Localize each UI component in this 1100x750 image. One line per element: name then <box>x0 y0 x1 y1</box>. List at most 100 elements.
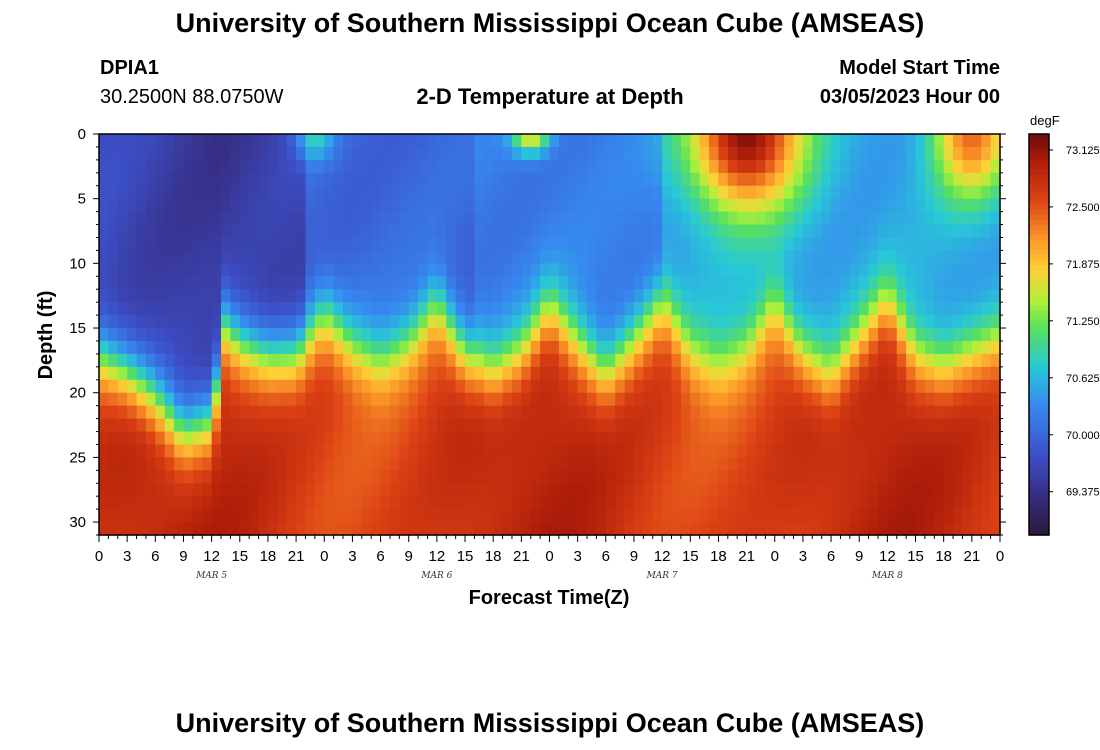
heatmap-cell <box>408 237 419 252</box>
heatmap-cell <box>221 134 231 148</box>
heatmap-cell <box>633 172 644 187</box>
heatmap-cell <box>324 263 335 277</box>
heatmap-cell <box>633 379 644 394</box>
heatmap-cell <box>624 405 635 420</box>
heatmap-cell <box>812 470 823 484</box>
heatmap-cell <box>633 405 644 420</box>
heatmap-cell <box>568 289 579 303</box>
heatmap-cell <box>812 172 823 187</box>
heatmap-cell <box>286 146 297 161</box>
heatmap-cell <box>192 366 203 381</box>
heatmap-cell <box>643 328 654 342</box>
heatmap-cell <box>108 250 119 264</box>
heatmap-cell <box>737 146 748 161</box>
heatmap-cell <box>502 522 513 536</box>
heatmap-cell <box>587 263 598 277</box>
heatmap-cell <box>502 224 513 239</box>
heatmap-cell <box>305 379 316 394</box>
heatmap-cell <box>831 405 842 420</box>
heatmap-cell <box>145 483 156 497</box>
heatmap-cell <box>877 444 888 458</box>
heatmap-cell <box>239 509 250 523</box>
heatmap-cell <box>286 172 297 187</box>
colorbar-tick-label: 72.500 <box>1066 202 1100 214</box>
heatmap-cell <box>643 405 654 420</box>
heatmap-cell <box>305 444 316 458</box>
heatmap-cell <box>446 379 457 394</box>
heatmap-cell <box>296 289 307 303</box>
heatmap-cell <box>840 302 851 316</box>
heatmap-cell <box>474 379 485 394</box>
heatmap-cell <box>343 392 354 407</box>
heatmap-cell <box>605 172 616 187</box>
heatmap-cell <box>117 250 128 264</box>
heatmap-cell <box>202 211 213 226</box>
heatmap-cell <box>361 237 372 252</box>
heatmap-cell <box>802 289 813 303</box>
heatmap-cell <box>117 224 128 239</box>
heatmap-cell <box>455 237 466 252</box>
colorbar-unit: degF <box>1030 113 1060 128</box>
heatmap-cell <box>953 366 964 381</box>
heatmap-cell <box>662 418 673 433</box>
heatmap-cell <box>652 250 663 264</box>
heatmap-cell <box>793 457 804 471</box>
heatmap-cell <box>371 211 382 226</box>
heatmap-cell <box>389 509 400 523</box>
heatmap-cell <box>737 431 748 446</box>
heatmap-cell <box>333 159 344 174</box>
heatmap-cell <box>192 315 203 329</box>
heatmap-cell <box>192 522 203 536</box>
heatmap-cell <box>493 211 504 226</box>
x-axis-label: Forecast Time(Z) <box>469 587 630 609</box>
heatmap-cell <box>483 379 494 394</box>
heatmap-cell <box>465 198 476 213</box>
heatmap-cell <box>314 211 325 226</box>
heatmap-cell <box>474 185 485 200</box>
x-tick-label: 21 <box>738 548 755 565</box>
heatmap-cell <box>483 211 494 226</box>
heatmap-cell <box>680 263 691 277</box>
heatmap-cell <box>521 392 532 407</box>
heatmap-cell <box>615 379 626 394</box>
colorbar-step <box>1029 204 1049 210</box>
heatmap-cell <box>784 263 795 277</box>
heatmap-cell <box>145 379 156 394</box>
heatmap-cell <box>211 146 222 161</box>
heatmap-cell <box>446 224 457 239</box>
heatmap-cell <box>671 211 682 226</box>
heatmap-cell <box>249 302 260 316</box>
heatmap-cell <box>399 457 410 471</box>
heatmap-cell <box>483 224 494 239</box>
heatmap-cell <box>605 496 616 510</box>
heatmap-cell <box>990 134 1001 148</box>
heatmap-cell <box>239 224 250 239</box>
heatmap-cell <box>117 315 128 329</box>
heatmap-cell <box>493 276 504 290</box>
heatmap-cell <box>267 483 278 497</box>
heatmap-cell <box>962 134 973 148</box>
heatmap-cell <box>399 379 410 394</box>
x-tick-label: 0 <box>545 548 553 565</box>
heatmap-cell <box>868 483 879 497</box>
heatmap-cell <box>943 263 954 277</box>
heatmap-cell <box>840 392 851 407</box>
heatmap-cell <box>455 302 466 316</box>
heatmap-cell <box>755 250 766 264</box>
heatmap-cell <box>859 172 870 187</box>
heatmap-cell <box>202 366 213 381</box>
heatmap-cell <box>183 457 194 471</box>
heatmap-cell <box>99 340 109 355</box>
heatmap-cell <box>680 146 691 161</box>
heatmap-cell <box>774 509 785 523</box>
station-id: DPIA1 <box>100 57 159 79</box>
heatmap-cell <box>962 315 973 329</box>
heatmap-cell <box>718 315 729 329</box>
heatmap-cell <box>286 379 297 394</box>
heatmap-cell <box>333 483 344 497</box>
heatmap-cell <box>652 289 663 303</box>
heatmap-cell <box>408 328 419 342</box>
heatmap-cell <box>99 379 109 394</box>
heatmap-cell <box>662 483 673 497</box>
heatmap-cell <box>530 134 541 148</box>
